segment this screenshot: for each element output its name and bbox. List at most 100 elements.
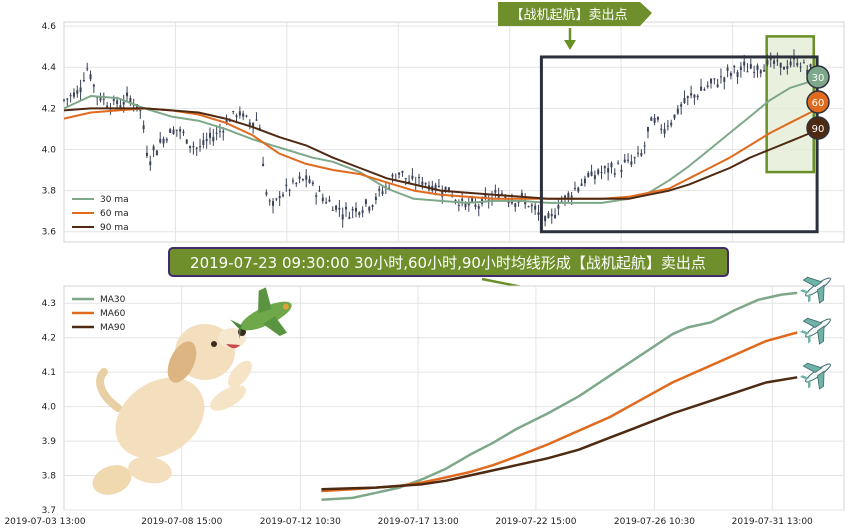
airplane-icon (800, 362, 831, 390)
bottom-x-tick-label: 2019-07-22 15:00 (495, 517, 576, 527)
candle-body (607, 168, 610, 173)
candle-body (155, 150, 158, 156)
candle-body (401, 170, 404, 173)
top-ma-line-1 (63, 80, 824, 204)
candle-body (484, 193, 487, 199)
candle-body (723, 77, 726, 82)
candle-body (318, 190, 321, 192)
puppy-eye (211, 341, 217, 347)
candle-body (398, 172, 401, 175)
candle-body (159, 139, 162, 143)
ma-end-label-text: 90 (812, 124, 825, 135)
top-legend: 30 ma 60 ma 90 ma (72, 195, 129, 233)
candle-body (418, 177, 421, 179)
candle-body (603, 166, 606, 169)
candle-body (424, 182, 427, 185)
candle-body (597, 169, 600, 174)
sell-point-arrow-banner (498, 2, 652, 26)
candle-body (325, 202, 328, 204)
candle-body (567, 192, 570, 199)
sell-point-label: 【战机起航】卖出点 (510, 7, 627, 23)
sell-point-pointer-head (564, 40, 576, 50)
toy-plane-bottom-wing (263, 316, 288, 337)
candle-body (281, 194, 284, 197)
top-legend-label: 30 ma (100, 195, 129, 205)
candle-body (411, 175, 414, 179)
candle-body (437, 185, 440, 187)
bottom-x-tick-label: 2019-07-31 13:00 (732, 517, 813, 527)
candle-body (291, 180, 294, 182)
candle-body (278, 195, 281, 199)
candle-body (749, 64, 752, 69)
candle-body (500, 193, 503, 195)
candle-body (789, 61, 792, 66)
signal-banner-box (168, 247, 729, 277)
candle-body (719, 76, 722, 78)
candle-body (587, 172, 590, 177)
candle-body (547, 213, 550, 219)
ma-end-label-badge (806, 116, 830, 140)
candle-body (245, 115, 248, 117)
candle-body (311, 182, 314, 185)
candle-body (580, 183, 583, 186)
candle-body (119, 105, 122, 108)
airplane-icon (800, 317, 831, 345)
candle-body (623, 159, 626, 163)
candle-body (335, 205, 338, 210)
candle-body (477, 206, 480, 209)
candle-body (610, 162, 613, 168)
candle-body (773, 60, 776, 64)
candle-body (328, 199, 331, 202)
candle-body (315, 195, 318, 197)
candle-body (162, 138, 165, 144)
puppy-front-paw (228, 360, 252, 388)
candle-body (696, 95, 699, 98)
ma-end-label-text: 60 (812, 98, 825, 109)
candle-body (185, 139, 188, 144)
candle-body (285, 184, 288, 187)
candle-body (464, 202, 467, 208)
candle-body (99, 96, 102, 101)
candle-body (710, 78, 713, 84)
candle-body (783, 66, 786, 70)
airplane-wing (817, 284, 825, 304)
puppy-hind-leg (128, 456, 172, 484)
candle-body (378, 188, 381, 191)
airplane-tail (807, 334, 811, 344)
ma-end-label-text: 30 (812, 73, 825, 84)
candle-body (252, 122, 255, 128)
candle-body (149, 161, 152, 166)
toy-plane-tail (230, 319, 242, 340)
candle-body (421, 181, 424, 185)
airplane-tail (800, 330, 810, 335)
bottom-x-tick-label: 2019-07-17 13:00 (378, 517, 459, 527)
bottom-y-tick-label: 3.7 (42, 506, 56, 516)
candle-body (736, 71, 739, 77)
candle-body (686, 96, 689, 98)
candle-body (494, 190, 497, 193)
toy-plane-top-wing (258, 287, 272, 314)
candle-body (660, 128, 663, 130)
candle-body (262, 163, 265, 167)
candle-body (497, 195, 500, 199)
candle-body (242, 113, 245, 117)
candle-body (268, 200, 271, 202)
candle-body (554, 214, 557, 218)
candle-body (454, 199, 457, 201)
candle-body (617, 162, 620, 164)
candle-body (139, 110, 142, 112)
candle-body (474, 204, 477, 207)
bottom-moving-averages (321, 291, 798, 501)
candle-body (713, 78, 716, 80)
candle-body (753, 71, 756, 73)
candle-body (298, 176, 301, 179)
bottom-legend-label: MA60 (100, 309, 126, 319)
candle-body (76, 90, 79, 94)
candle-body (179, 129, 182, 132)
candle-body (388, 187, 391, 189)
candle-body (676, 108, 679, 114)
airplane-markers (800, 276, 831, 390)
bottom-y-tick-label: 4.0 (42, 403, 57, 413)
candle-body (126, 92, 129, 97)
